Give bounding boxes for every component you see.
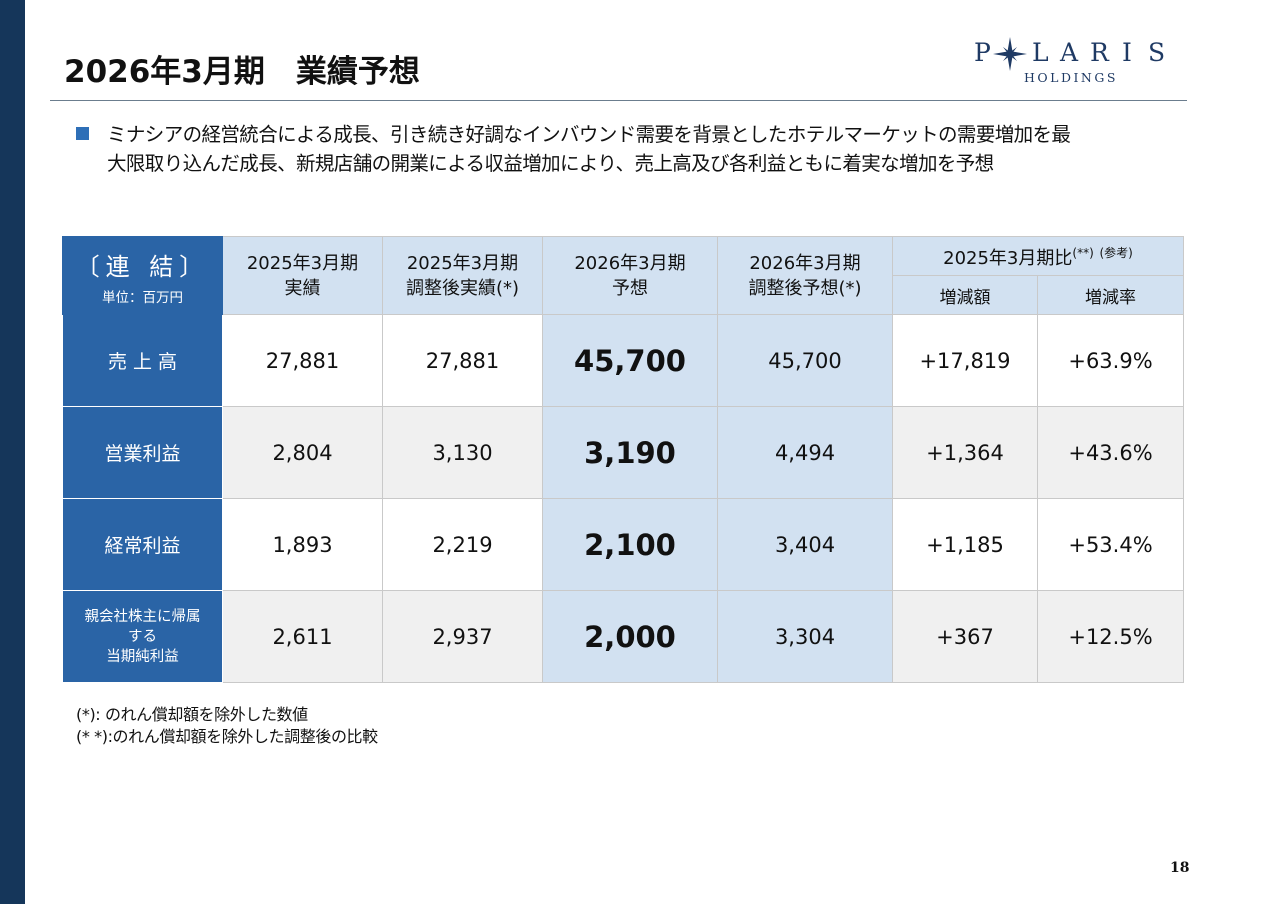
consolidated-label: 〔連 結〕 — [75, 253, 210, 281]
title-divider — [50, 100, 1187, 101]
unit-label: 単位：百万円 — [102, 290, 183, 306]
header-change-rate: 増減率 — [1037, 275, 1184, 315]
logo-wordmark: P L A R I S — [972, 37, 1172, 71]
logo-letter-s: S — [1148, 38, 1166, 67]
table-cell: 27,881 — [222, 314, 383, 407]
header-fy2025-actual: 2025年3月期 実績 — [222, 236, 383, 315]
header-line: 調整後実績(*) — [405, 277, 520, 299]
summary-line-1: ミナシアの経営統合による成長、引き続き好調なインバウンド需要を背景としたホテルマ… — [107, 123, 1071, 146]
table-cell-forecast: 2,100 — [542, 498, 718, 591]
table-corner: 〔連 結〕 単位：百万円 — [62, 236, 223, 315]
header-line: 2025年3月期 — [246, 252, 359, 274]
table-cell-forecast: 45,700 — [542, 314, 718, 407]
table-row: 売 上 高 27,881 27,881 45,700 45,700 +17,81… — [62, 314, 1184, 407]
table-cell: +17,819 — [892, 314, 1038, 407]
table-cell: 3,404 — [717, 498, 893, 591]
table-cell-forecast: 2,000 — [542, 590, 718, 683]
table-cell: 3,130 — [382, 406, 543, 499]
table-cell: +63.9% — [1037, 314, 1184, 407]
table-cell: +1,364 — [892, 406, 1038, 499]
polaris-logo: P L A R I S HOLDINGS — [972, 37, 1172, 88]
comparison-mark: (**) — [1072, 246, 1094, 260]
left-accent-bar — [0, 0, 25, 904]
logo-letter-a: A — [1060, 38, 1079, 67]
row-label-operating-profit: 営業利益 — [62, 406, 223, 499]
row-label-ordinary-profit: 経常利益 — [62, 498, 223, 591]
summary-line-2: 大限取り込んだ成長、新規店舗の開業による収益増加により、売上高及び各利益ともに着… — [107, 152, 994, 175]
table-cell: +1,185 — [892, 498, 1038, 591]
footnote-2: (* *):のれん償却額を除外した調整後の比較 — [76, 727, 378, 746]
row-label-line: する — [128, 628, 157, 645]
header-fy2025-adjusted: 2025年3月期 調整後実績(*) — [382, 236, 543, 315]
header-line: 調整後予想(*) — [748, 277, 862, 299]
table-cell: 3,304 — [717, 590, 893, 683]
forecast-table: 〔連 結〕 単位：百万円 2025年3月期 実績 2025年3月期 調整後実績(… — [62, 236, 1184, 683]
table-cell: +12.5% — [1037, 590, 1184, 683]
row-label-line: 親会社株主に帰属 — [84, 608, 201, 625]
table-cell: +53.4% — [1037, 498, 1184, 591]
summary-text: ミナシアの経営統合による成長、引き続き好調なインバウンド需要を背景としたホテルマ… — [107, 120, 1187, 178]
header-line: 2026年3月期 — [749, 252, 861, 274]
logo-letter-r: R — [1090, 38, 1109, 67]
row-label-line: 当期純利益 — [106, 648, 179, 665]
table-cell: +43.6% — [1037, 406, 1184, 499]
header-fy2026-forecast: 2026年3月期 予想 — [542, 236, 718, 315]
header-line: 実績 — [284, 277, 321, 299]
table-cell: 2,611 — [222, 590, 383, 683]
north-star-icon — [993, 37, 1027, 71]
table-cell: 2,804 — [222, 406, 383, 499]
logo-subtitle: HOLDINGS — [1024, 70, 1118, 85]
row-label-net-income: 親会社株主に帰属 する 当期純利益 — [62, 590, 223, 683]
square-bullet-icon — [76, 127, 89, 140]
table-row: 経常利益 1,893 2,219 2,100 3,404 +1,185 +53.… — [62, 498, 1184, 591]
page-number: 18 — [1170, 860, 1190, 876]
header-line: 予想 — [612, 277, 648, 299]
footnote-1: (*): のれん償却額を除外した数値 — [76, 705, 308, 724]
table-cell: 2,937 — [382, 590, 543, 683]
comparison-label: 2025年3月期比 — [943, 248, 1073, 269]
table-cell: 2,219 — [382, 498, 543, 591]
header-line: 2025年3月期 — [406, 252, 519, 274]
table-cell: +367 — [892, 590, 1038, 683]
header-fy2026-adjusted-forecast: 2026年3月期 調整後予想(*) — [717, 236, 893, 315]
row-label-sales: 売 上 高 — [62, 314, 223, 407]
logo-letter-p: P — [974, 38, 991, 67]
page-title: 2026年3月期 業績予想 — [64, 54, 420, 90]
table-cell-forecast: 3,190 — [542, 406, 718, 499]
table-cell: 27,881 — [382, 314, 543, 407]
table-cell: 4,494 — [717, 406, 893, 499]
table-cell: 45,700 — [717, 314, 893, 407]
table-cell: 1,893 — [222, 498, 383, 591]
header-line: 2026年3月期 — [574, 252, 686, 274]
comparison-note: (参考) — [1099, 246, 1133, 260]
header-comparison: 2025年3月期比(**) (参考) — [892, 236, 1184, 276]
logo-letter-i: I — [1122, 38, 1132, 67]
table-row: 親会社株主に帰属 する 当期純利益 2,611 2,937 2,000 3,30… — [62, 590, 1184, 683]
logo-letter-l: L — [1032, 38, 1049, 67]
table-row: 営業利益 2,804 3,130 3,190 4,494 +1,364 +43.… — [62, 406, 1184, 499]
header-change-amount: 増減額 — [892, 275, 1038, 315]
